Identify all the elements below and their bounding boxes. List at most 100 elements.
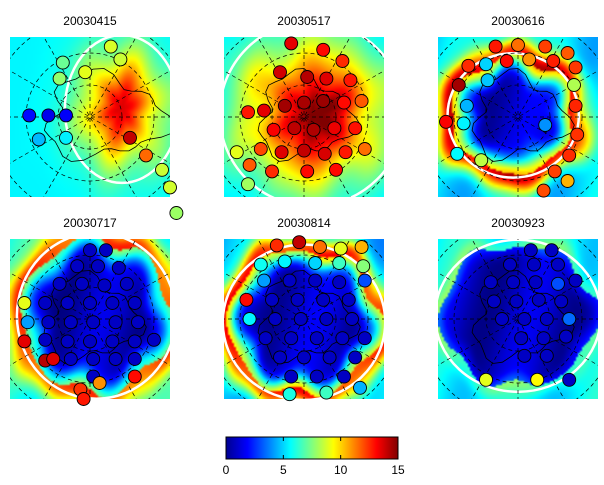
station-marker <box>229 145 244 160</box>
colorbar: 0 5 10 15 <box>223 436 405 477</box>
station-marker <box>337 95 351 110</box>
station-marker <box>17 334 32 349</box>
station-marker <box>329 162 343 177</box>
station-marker <box>108 315 123 330</box>
station-marker <box>123 130 137 145</box>
station-marker <box>127 352 142 366</box>
station-marker <box>241 177 255 192</box>
station-marker <box>103 39 118 54</box>
station-marker <box>338 145 353 160</box>
station-marker <box>357 142 372 156</box>
station-marker <box>333 241 348 256</box>
station-marker <box>523 243 538 258</box>
station-marker <box>343 73 358 88</box>
station-marker <box>52 71 67 86</box>
station-marker <box>439 114 453 129</box>
station-marker <box>551 257 565 272</box>
station-marker <box>20 315 35 330</box>
station-marker <box>506 275 521 290</box>
station-marker <box>319 71 334 86</box>
panel-title: 20030616 <box>491 14 545 28</box>
station-marker <box>527 257 541 272</box>
station-marker <box>99 243 113 258</box>
station-marker <box>131 315 145 330</box>
station-marker <box>242 158 257 172</box>
station-marker <box>456 116 471 131</box>
station-marker <box>297 95 311 110</box>
station-marker <box>293 312 308 326</box>
station-marker <box>483 275 498 290</box>
station-marker <box>17 296 32 310</box>
station-marker <box>119 276 134 291</box>
station-marker <box>253 142 268 156</box>
station-marker <box>163 180 177 195</box>
station-marker <box>568 60 583 75</box>
station-marker <box>461 58 476 73</box>
station-marker <box>488 39 503 54</box>
station-marker <box>127 296 142 310</box>
station-marker <box>52 276 67 291</box>
station-marker <box>22 108 37 123</box>
station-markers <box>229 36 372 192</box>
station-marker <box>335 54 350 68</box>
station-marker <box>59 108 73 123</box>
station-marker <box>239 292 254 307</box>
station-marker <box>257 273 271 288</box>
station-marker <box>284 369 299 384</box>
station-marker <box>480 73 495 88</box>
station-marker <box>354 94 369 108</box>
map-panel-6: 20030923 <box>438 216 598 399</box>
station-marker <box>31 132 46 147</box>
station-marker <box>503 257 517 272</box>
station-marker <box>266 122 281 137</box>
station-marker <box>517 348 532 363</box>
station-marker <box>290 292 305 307</box>
station-marker <box>268 312 283 326</box>
station-marker <box>300 164 315 179</box>
station-marker <box>147 332 161 347</box>
station-marker <box>308 256 323 270</box>
station-marker <box>544 243 559 258</box>
station-marker <box>59 130 73 145</box>
map-panel-1: 20030415 <box>10 14 184 220</box>
station-marker <box>316 292 331 307</box>
map-panel-4: 20030717 <box>10 216 170 406</box>
station-marker <box>155 162 169 177</box>
station-marker <box>337 369 351 384</box>
station-marker <box>316 42 331 57</box>
station-marker <box>273 350 287 365</box>
station-marker <box>547 164 562 179</box>
station-marker <box>568 98 583 113</box>
station-marker <box>554 294 569 309</box>
map-panel-2: 20030517 <box>224 14 384 197</box>
station-marker <box>357 331 372 346</box>
colorbar-tick-label: 10 <box>334 463 348 477</box>
station-marker <box>538 118 553 132</box>
station-marker <box>63 315 78 330</box>
station-marker <box>509 294 524 309</box>
station-marker <box>297 350 311 365</box>
station-marker <box>273 65 287 80</box>
station-marker <box>127 334 142 349</box>
station-marker <box>63 352 78 366</box>
station-marker <box>277 98 292 113</box>
station-marker <box>511 38 525 52</box>
station-marker <box>538 39 553 54</box>
station-marker <box>169 206 184 220</box>
station-marker <box>83 243 97 258</box>
station-marker <box>562 372 577 387</box>
station-marker <box>284 36 299 51</box>
colorbar-ticks: 0 5 10 15 <box>223 437 405 477</box>
latlon-grid <box>10 37 170 197</box>
station-marker <box>313 240 327 254</box>
station-markers <box>17 243 161 406</box>
station-marker <box>284 331 299 346</box>
station-marker <box>46 352 61 366</box>
station-marker <box>317 146 332 161</box>
panel-title: 20030814 <box>277 216 331 230</box>
station-marker <box>560 174 575 188</box>
station-marker <box>353 380 367 395</box>
station-marker <box>354 240 369 254</box>
station-marker <box>257 103 271 118</box>
